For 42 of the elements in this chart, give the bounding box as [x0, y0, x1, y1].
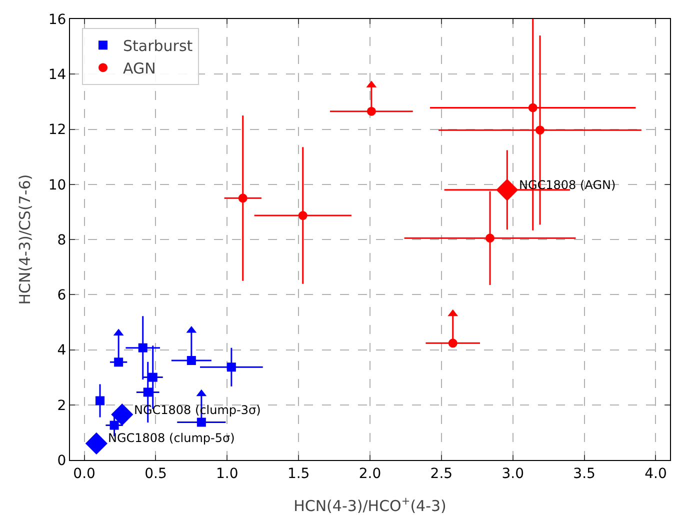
y-tick-label: 6: [57, 288, 66, 304]
y-tick-label: 10: [48, 177, 66, 194]
y-tick-label: 2: [57, 398, 66, 414]
point: [148, 372, 158, 382]
x-tick-label: 3.5: [573, 466, 596, 482]
point: [96, 396, 104, 406]
point: [536, 126, 544, 135]
point: [186, 356, 196, 365]
y-tick-label: 4: [57, 342, 66, 359]
x-tick-label: 1.5: [287, 466, 310, 482]
point: [226, 362, 236, 372]
y-tick-label: 16: [48, 12, 66, 28]
point: [496, 178, 518, 201]
y-tick-label: 14: [48, 67, 66, 84]
point: [111, 403, 134, 426]
point: [366, 106, 376, 116]
x-tick-label: 0.0: [73, 466, 96, 482]
x-tick-label: 0.5: [144, 466, 167, 482]
point: [85, 432, 108, 455]
point: [110, 420, 119, 430]
x-tick-label: 2.5: [430, 466, 453, 482]
point: [196, 418, 206, 427]
point: [448, 338, 458, 348]
y-tick-label: 12: [48, 122, 66, 138]
x-axis-title: HCN(4-3)/HCO$^{+}$(4-3): [294, 496, 446, 515]
x-tick-label: 3.0: [502, 466, 524, 482]
x-tick-label: 4.0: [644, 466, 667, 482]
point: [298, 211, 308, 220]
point: [138, 343, 148, 352]
x-tick-label: 2.0: [358, 466, 382, 482]
point: [528, 103, 538, 112]
x-tick-label: 1.0: [216, 466, 238, 482]
y-axis-title: HCN(4-3)/CS(7-6): [16, 174, 34, 305]
y-tick-label: 8: [57, 232, 66, 248]
point: [238, 194, 248, 203]
legend-label: AGN: [123, 59, 156, 78]
point: [486, 234, 494, 243]
point: [143, 388, 152, 397]
y-tick-label: 0: [57, 452, 66, 469]
annotation: NGC1808 (clump-5σ): [108, 431, 235, 445]
legend-label: Starburst: [123, 36, 193, 55]
point: [114, 358, 124, 367]
